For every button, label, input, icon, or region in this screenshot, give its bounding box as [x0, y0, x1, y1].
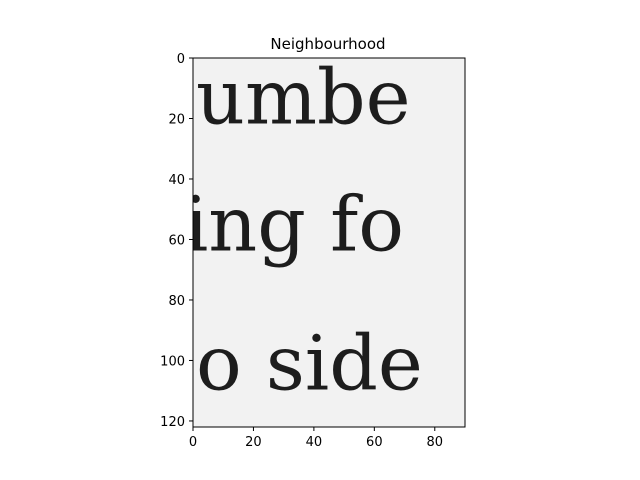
image-area: umbe ing fo o side: [184, 52, 465, 427]
y-axis: 0 20 40 60 80 100 120: [160, 52, 193, 430]
image-background: [193, 58, 465, 427]
image-text-line: umbe: [196, 52, 411, 141]
x-tick-label: 40: [306, 435, 323, 450]
y-tick-label: 20: [168, 112, 185, 127]
x-tick-label: 20: [245, 435, 262, 450]
y-tick-label: 40: [168, 173, 185, 188]
x-tick-label: 60: [366, 435, 383, 450]
x-axis: 0 20 40 60 80: [189, 427, 443, 450]
y-tick-label: 80: [168, 294, 185, 309]
y-tick-label: 60: [168, 233, 185, 248]
image-text-lines: umbe ing fo o side: [184, 52, 423, 407]
x-tick-label: 0: [189, 435, 197, 450]
image-text-line: ing fo: [184, 179, 404, 268]
chart-title: Neighbourhood: [270, 35, 385, 53]
y-tick-label: 100: [160, 354, 185, 369]
plot-frame: [192, 57, 466, 428]
image-text-line: o side: [196, 318, 423, 407]
y-tick-label: 0: [177, 52, 185, 67]
y-tick-label: 120: [160, 415, 185, 430]
x-tick-label: 80: [427, 435, 444, 450]
